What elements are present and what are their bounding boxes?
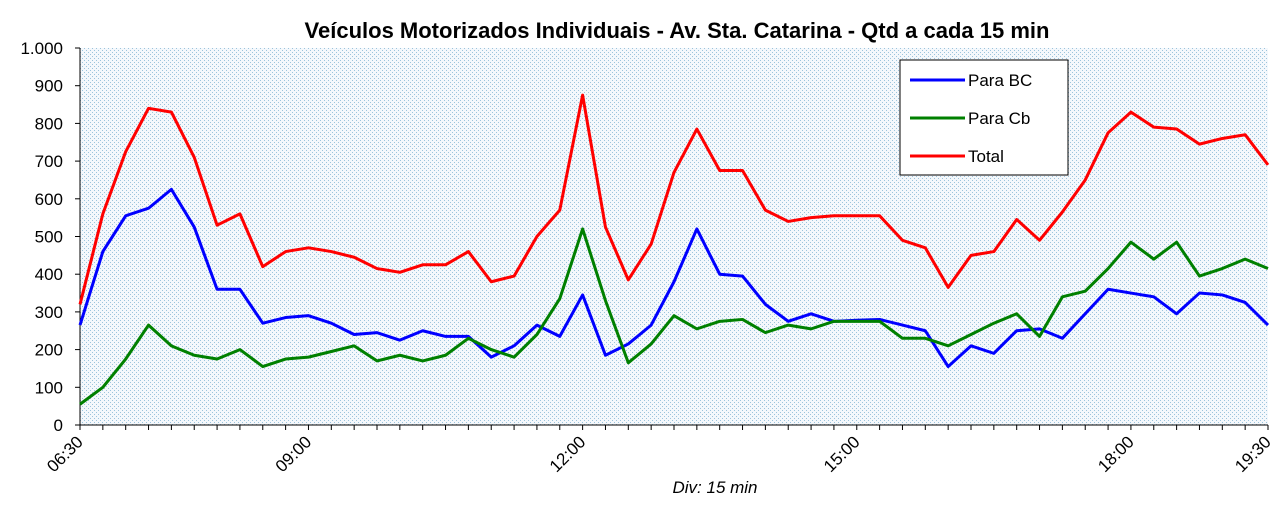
- x-tick-label: 12:00: [546, 432, 590, 476]
- y-tick-label: 900: [35, 77, 63, 96]
- line-series: [78, 93, 1270, 305]
- y-tick-label: 400: [35, 265, 63, 284]
- y-tick-label: 300: [35, 303, 63, 322]
- legend-label: Para BC: [968, 71, 1032, 90]
- x-tick-label: 19:30: [1231, 432, 1270, 476]
- y-tick-label: 800: [35, 114, 63, 133]
- line-series: [79, 227, 1269, 406]
- x-tick-label: 06:30: [43, 432, 87, 476]
- x-tick-label: 15:00: [820, 432, 864, 476]
- y-tick-label: 700: [35, 152, 63, 171]
- legend-label: Total: [968, 147, 1004, 166]
- y-tick-label: 600: [35, 190, 63, 209]
- x-tick-label: 09:00: [272, 432, 316, 476]
- y-tick-label: 500: [35, 228, 63, 247]
- chart-title: Veículos Motorizados Individuais - Av. S…: [305, 18, 1050, 43]
- y-tick-label: 0: [54, 416, 63, 435]
- x-axis-label: Div: 15 min: [672, 478, 757, 497]
- y-tick-label: 1.000: [20, 39, 63, 58]
- y-tick-label: 200: [35, 341, 63, 360]
- plot-area: [80, 48, 1268, 425]
- line-series: [78, 187, 1270, 369]
- legend-label: Para Cb: [968, 109, 1030, 128]
- y-tick-label: 100: [35, 378, 63, 397]
- x-tick-label: 18:00: [1094, 432, 1138, 476]
